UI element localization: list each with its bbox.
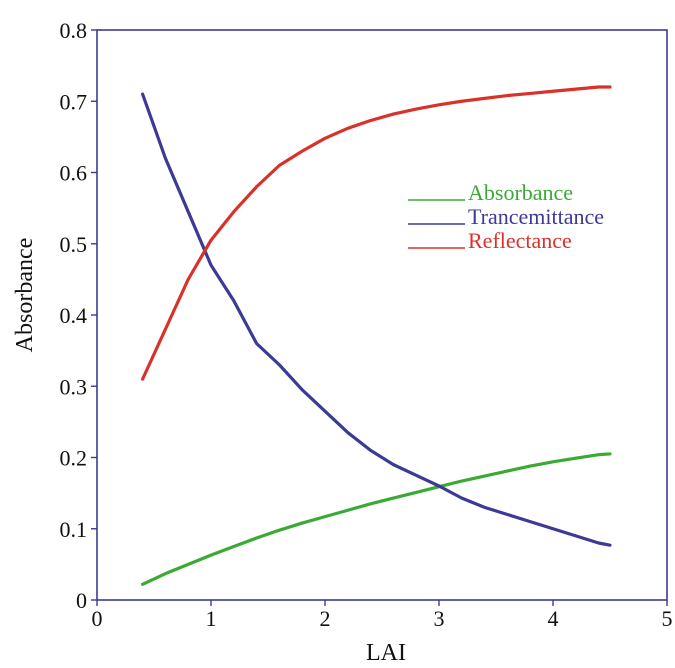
y-tick-label: 0.4	[60, 303, 88, 328]
x-tick-label: 3	[434, 606, 445, 631]
x-tick-label: 4	[548, 606, 559, 631]
x-tick-label: 2	[320, 606, 331, 631]
legend-label-absorbance: Absorbance	[468, 180, 573, 205]
x-tick-label: 0	[92, 606, 103, 631]
x-axis-title: LAI	[366, 640, 406, 666]
plot-frame	[96, 29, 668, 601]
y-tick-label: 0.1	[60, 517, 88, 542]
y-tick-label: 0.8	[60, 18, 88, 43]
series-line-trancemittance	[141, 92, 612, 547]
x-axis-ticks: 0 1 2 3 4 5	[92, 600, 673, 631]
y-tick-label: 0.6	[60, 161, 88, 186]
y-tick-label: 0.3	[60, 374, 88, 399]
series-layer	[141, 85, 612, 586]
legend-label-trancemittance: Trancemittance	[468, 204, 604, 229]
x-tick-label: 5	[662, 606, 673, 631]
y-tick-label: 0.5	[60, 232, 88, 257]
x-tick-label: 1	[206, 606, 217, 631]
y-tick-label: 0.2	[60, 446, 88, 471]
y-axis-ticks: 0 0.1 0.2 0.3 0.4 0.5 0.6 0.7 0.8	[60, 18, 97, 613]
series-line-absorbance	[141, 452, 612, 586]
y-tick-label: 0.7	[60, 89, 88, 114]
legend-label-reflectance: Reflectance	[468, 228, 572, 253]
y-axis-title: Absorbance	[12, 238, 38, 353]
y-tick-label: 0	[76, 588, 87, 613]
series-line-reflectance	[141, 85, 612, 381]
